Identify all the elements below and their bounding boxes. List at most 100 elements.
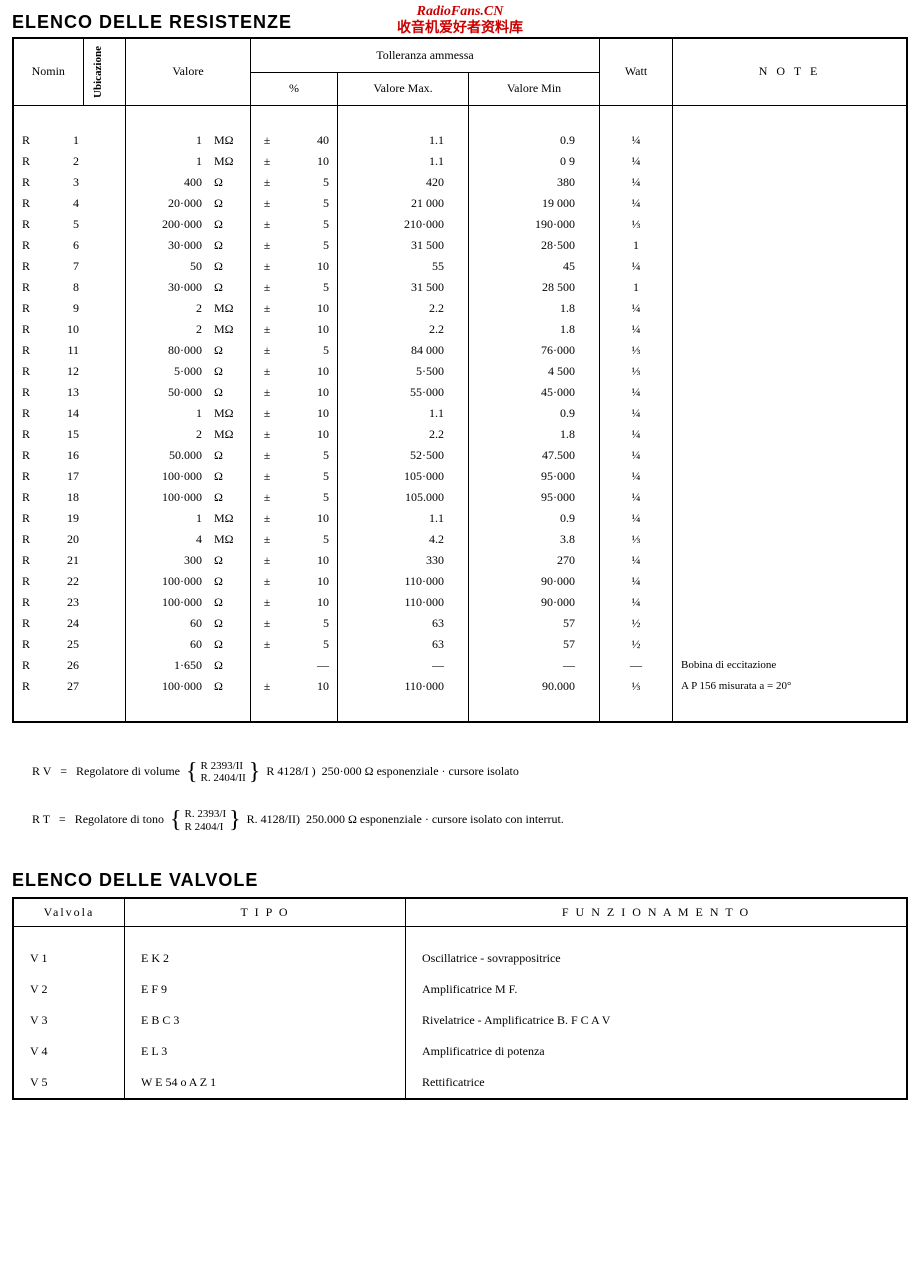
- table-cell: ¼: [600, 193, 673, 214]
- rv-desc: Regolatore di volume: [76, 764, 180, 778]
- table-cell: 84 000: [338, 340, 469, 361]
- table-cell: E K 2: [125, 926, 406, 974]
- table-cell: R: [13, 508, 48, 529]
- table-cell: 1: [126, 151, 209, 172]
- table-cell: 57: [469, 613, 600, 634]
- valves-tbody: V 1E K 2Oscillatrice - sovrappositriceV …: [13, 926, 907, 1099]
- table-cell: 5: [283, 634, 338, 655]
- table-cell: 1.8: [469, 319, 600, 340]
- table-cell: 19 000: [469, 193, 600, 214]
- table-cell: 11: [48, 340, 83, 361]
- table-cell: 5·500: [338, 361, 469, 382]
- table-cell: R: [13, 340, 48, 361]
- table-cell: [673, 592, 908, 613]
- table-cell: 5: [283, 172, 338, 193]
- rv-model: R 4128/I ): [266, 764, 315, 778]
- table-cell: 26: [48, 655, 83, 676]
- rt-row: R T = Regolatore di tono { R. 2393/I R 2…: [32, 801, 908, 839]
- rt-label: R T: [32, 812, 50, 826]
- table-cell: 1: [126, 508, 209, 529]
- table-cell: E F 9: [125, 974, 406, 1005]
- table-cell: 28 500: [469, 277, 600, 298]
- table-cell: R: [13, 214, 48, 235]
- table-cell: 40: [283, 130, 338, 151]
- table-cell: 2.2: [338, 424, 469, 445]
- table-row: R204MΩ±54.23.8⅓: [13, 529, 907, 550]
- table-cell: R: [13, 151, 48, 172]
- table-row: R191MΩ±101.10.9¼: [13, 508, 907, 529]
- table-cell: [83, 319, 126, 340]
- table-cell: 31 500: [338, 277, 469, 298]
- table-cell: Ω: [208, 361, 251, 382]
- table-row: R125·000Ω±105·5004 500⅓: [13, 361, 907, 382]
- table-cell: Ω: [208, 592, 251, 613]
- watermark-line1: RadioFans.CN: [397, 4, 523, 21]
- resistors-table: Nomin Ubicazione Valore Tolleranza ammes…: [12, 37, 908, 723]
- table-cell: ±: [251, 424, 284, 445]
- table-cell: [83, 487, 126, 508]
- table-cell: E L 3: [125, 1036, 406, 1067]
- table-cell: 10: [48, 319, 83, 340]
- table-cell: 5·000: [126, 361, 209, 382]
- th-valvola: Valvola: [13, 898, 125, 927]
- table-cell: ±: [251, 382, 284, 403]
- table-cell: [83, 529, 126, 550]
- table-cell: 100·000: [126, 592, 209, 613]
- table-cell: ¼: [600, 571, 673, 592]
- table-cell: ¼: [600, 487, 673, 508]
- table-cell: ±: [251, 172, 284, 193]
- table-cell: ±: [251, 214, 284, 235]
- table-row: R23100·000Ω±10110·00090·000¼: [13, 592, 907, 613]
- table-cell: 2: [126, 424, 209, 445]
- table-cell: R: [13, 235, 48, 256]
- table-row: R630·000Ω±531 50028·5001: [13, 235, 907, 256]
- table-row: R141MΩ±101.10.9¼: [13, 403, 907, 424]
- table-cell: [83, 151, 126, 172]
- table-row: R21MΩ±101.10 9¼: [13, 151, 907, 172]
- table-cell: R: [13, 592, 48, 613]
- table-row: R5200·000Ω±5210·000190·000⅓: [13, 214, 907, 235]
- table-cell: [673, 361, 908, 382]
- table-row: R750Ω±105545¼: [13, 256, 907, 277]
- table-cell: 95·000: [469, 487, 600, 508]
- table-cell: 90.000: [469, 676, 600, 697]
- table-cell: ½: [600, 634, 673, 655]
- table-cell: [673, 487, 908, 508]
- table-row: V 3E B C 3Rivelatrice - Amplificatrice B…: [13, 1005, 907, 1036]
- table-cell: Ω: [208, 193, 251, 214]
- table-cell: 21: [48, 550, 83, 571]
- table-cell: Rettificatrice: [406, 1067, 908, 1099]
- brace-icon: {: [170, 807, 182, 833]
- table-cell: 400: [126, 172, 209, 193]
- table-cell: 27: [48, 676, 83, 697]
- table-row: R11MΩ±401.10.9¼: [13, 130, 907, 151]
- table-row: R18100·000Ω±5105.00095·000¼: [13, 487, 907, 508]
- table-cell: 210·000: [338, 214, 469, 235]
- table-cell: 300: [126, 550, 209, 571]
- table-cell: ±: [251, 340, 284, 361]
- table-cell: 5: [283, 466, 338, 487]
- table-cell: 10: [283, 151, 338, 172]
- table-cell: Ω: [208, 655, 251, 676]
- table-cell: ±: [251, 235, 284, 256]
- table-cell: 1: [126, 130, 209, 151]
- table-cell: 330: [338, 550, 469, 571]
- table-cell: 110·000: [338, 592, 469, 613]
- resistors-tbody: R11MΩ±401.10.9¼R21MΩ±101.10 9¼R3400Ω±542…: [13, 105, 907, 722]
- table-cell: 80·000: [126, 340, 209, 361]
- table-cell: ±: [251, 487, 284, 508]
- table-cell: 0.9: [469, 508, 600, 529]
- table-cell: —: [600, 655, 673, 676]
- table-cell: 100·000: [126, 487, 209, 508]
- table-cell: [673, 403, 908, 424]
- table-cell: 100·000: [126, 571, 209, 592]
- table-cell: 2: [126, 319, 209, 340]
- table-cell: R: [13, 256, 48, 277]
- th-note: N O T E: [673, 38, 908, 105]
- table-cell: V 4: [13, 1036, 125, 1067]
- table-cell: [673, 508, 908, 529]
- table-cell: Oscillatrice - sovrappositrice: [406, 926, 908, 974]
- table-cell: 200·000: [126, 214, 209, 235]
- table-cell: 10: [283, 361, 338, 382]
- table-cell: 10: [283, 676, 338, 697]
